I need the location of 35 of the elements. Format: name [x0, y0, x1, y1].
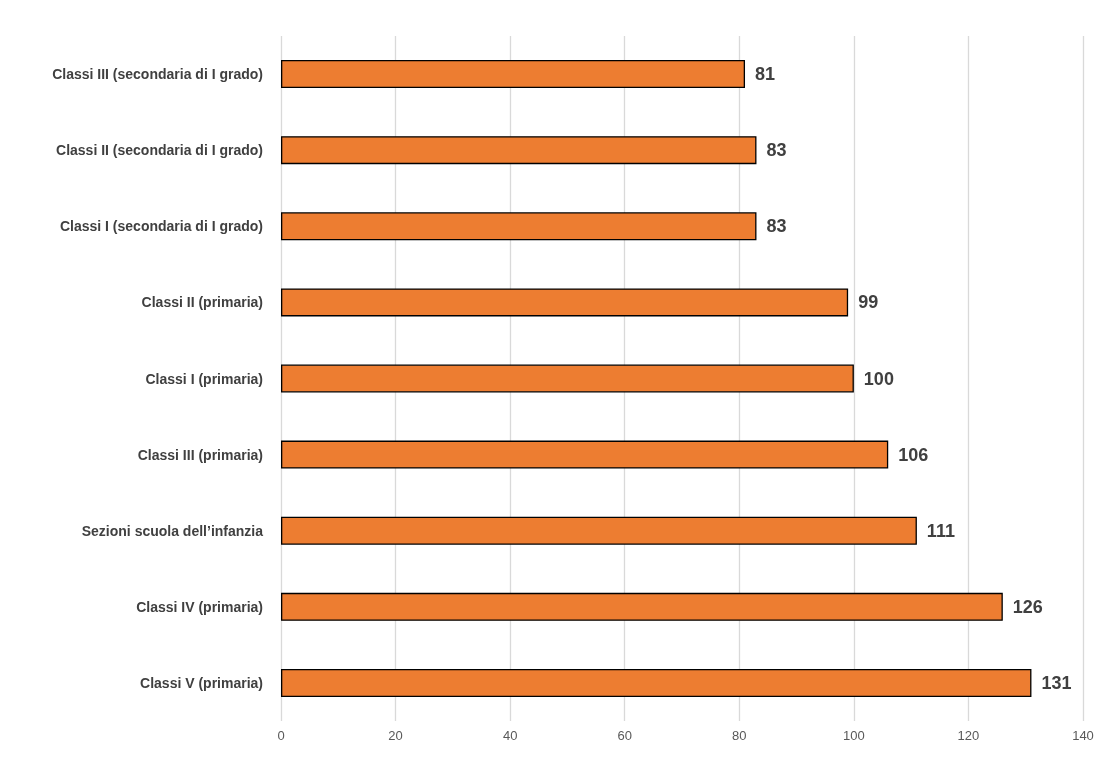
bar [281, 364, 854, 393]
data-label: 131 [1041, 672, 1072, 693]
y-tick-label: Classi II (secondaria di I grado) [56, 142, 263, 159]
x-tick-label: 40 [502, 728, 518, 743]
x-tick-label: 140 [1072, 728, 1094, 743]
data-label: 111 [926, 520, 955, 541]
x-tick-label: 20 [388, 728, 403, 743]
x-tick-label: 80 [732, 728, 747, 743]
x-tick-label: 120 [957, 728, 980, 743]
x-tick-label: 0 [277, 728, 285, 743]
data-label: 106 [898, 444, 929, 465]
y-tick-label: Classi I (secondaria di I grado) [59, 218, 263, 235]
y-tick-label: Classi III (primaria) [137, 446, 263, 463]
bar [281, 440, 889, 469]
bar [281, 212, 757, 241]
bar [281, 288, 849, 317]
data-label: 81 [755, 64, 776, 85]
data-label: 126 [1012, 596, 1043, 617]
data-label: 100 [863, 368, 894, 389]
data-label: 99 [858, 292, 879, 313]
bar [281, 668, 1032, 697]
y-tick-label: Classi I (primaria) [145, 370, 263, 387]
x-tick-label: 100 [843, 728, 865, 743]
y-tick-label: Classi V (primaria) [140, 674, 263, 691]
data-label: 83 [766, 216, 787, 237]
bar [281, 516, 917, 545]
data-label: 83 [766, 140, 787, 161]
y-tick-label: Classi II (primaria) [141, 294, 263, 311]
y-tick-label: Sezioni scuola dell’infanzia [81, 522, 264, 539]
y-tick-label: Classi IV (primaria) [136, 598, 263, 615]
bar [281, 136, 757, 165]
bar [281, 60, 746, 89]
bar [281, 592, 1003, 621]
y-tick-label: Classi III (secondaria di I grado) [52, 66, 263, 83]
x-tick-label: 60 [617, 728, 632, 743]
